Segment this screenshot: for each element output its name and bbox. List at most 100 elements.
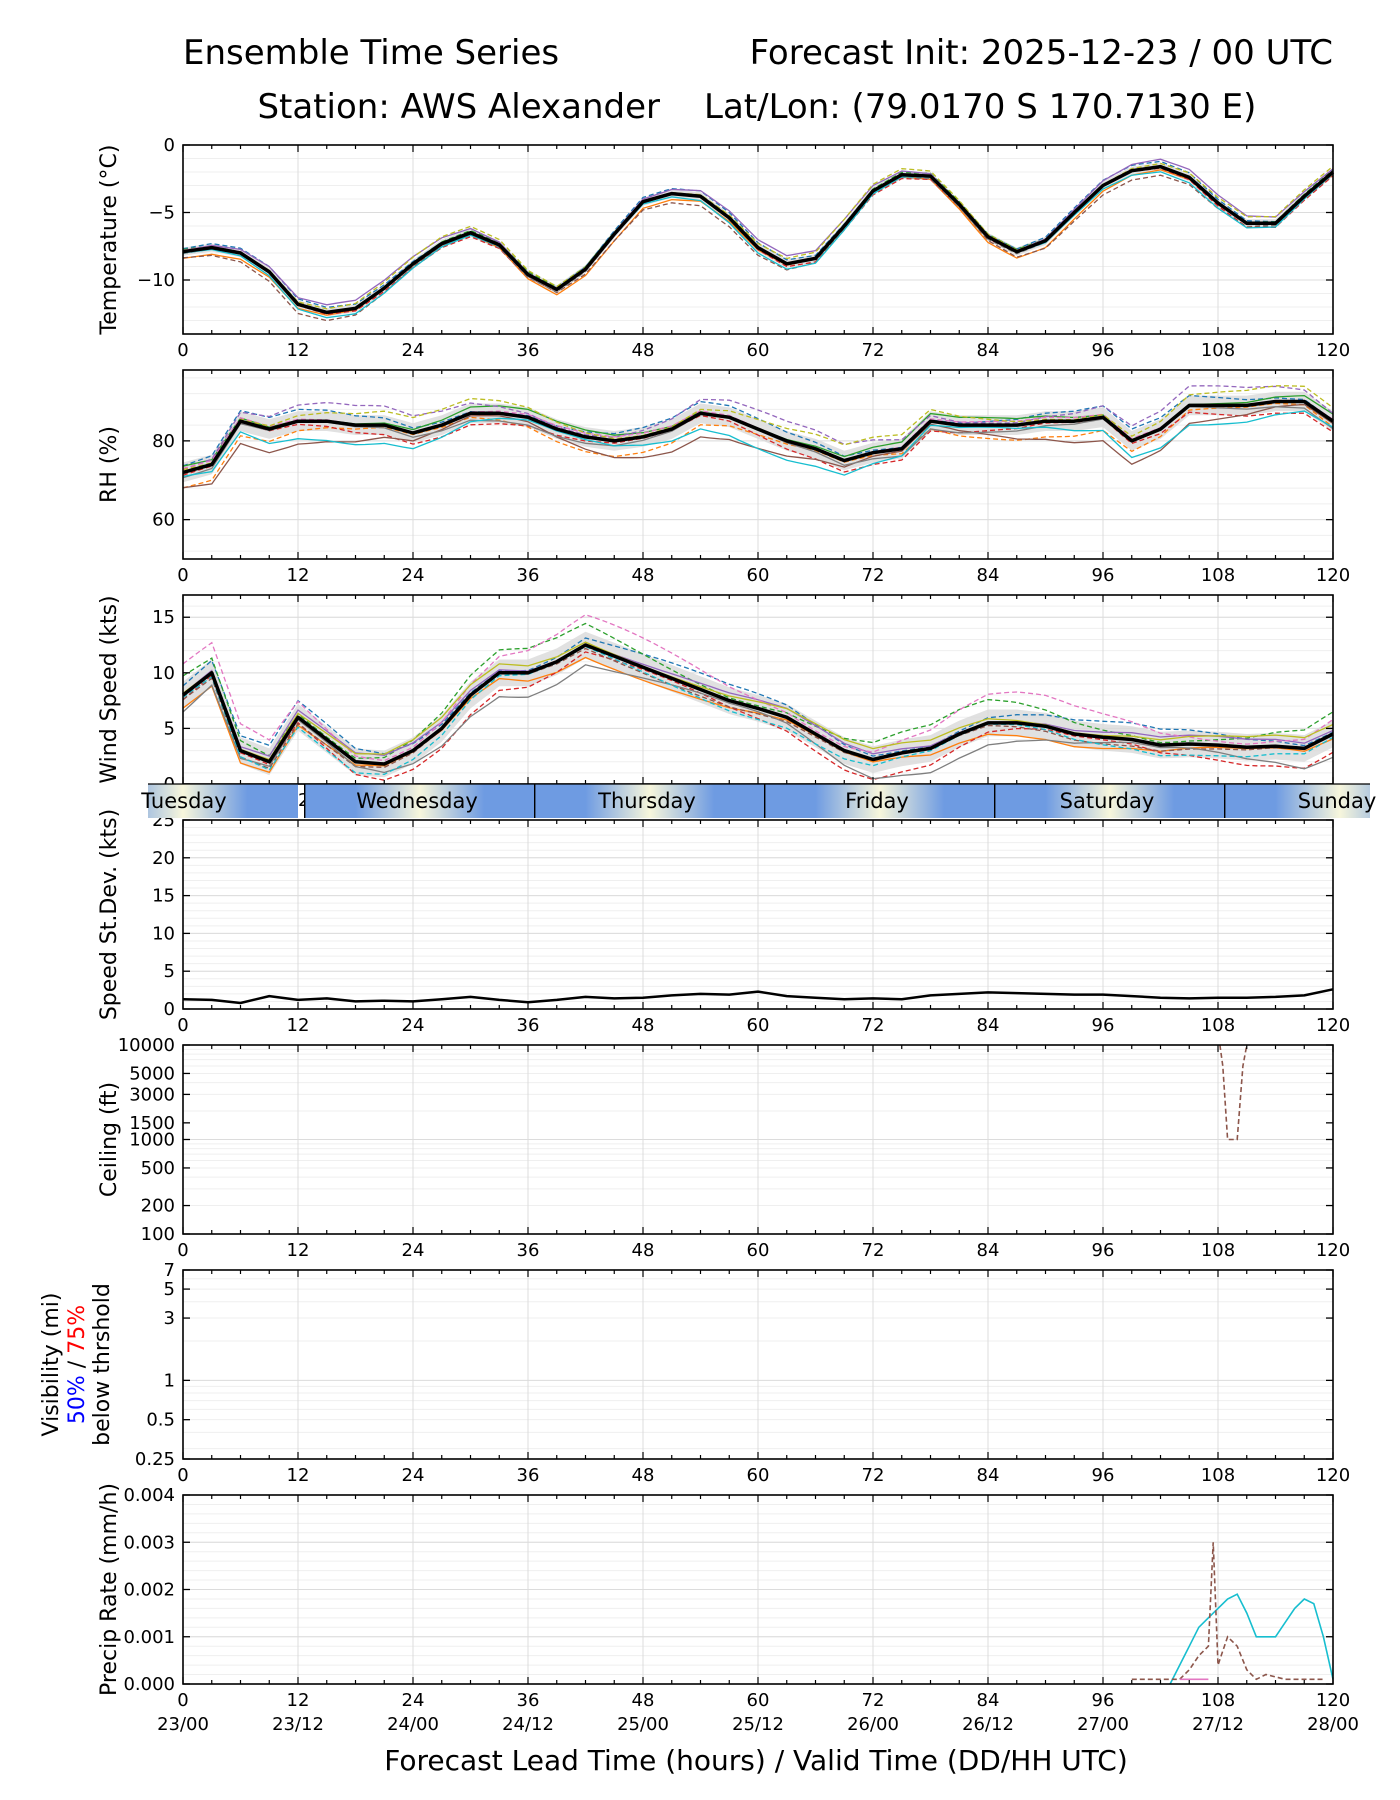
y-tick-label: 1000 (129, 1130, 175, 1151)
valid-time-label: 27/12 (1192, 1714, 1244, 1735)
x-tick-label: 48 (632, 340, 655, 361)
day-band (1224, 784, 1370, 818)
plots-layer: 0−5−100 12 24 36 48 60 72 84 96 108 120Temperature… (39, 135, 1377, 1735)
forecast-init-label: Forecast Init: 2025-12-23 / 00 UTC (750, 33, 1333, 73)
member-line (182, 385, 1334, 471)
x-tick-label: 120 (1316, 340, 1350, 361)
precip-panel: 0.000 0.001 0.002 0.003 0.004 0 23/00 12 23/12 24… (97, 1483, 1359, 1735)
valid-time-label: 24/12 (502, 1714, 554, 1735)
member-line (182, 385, 1334, 471)
y-axis-label: Temperature (°C) (97, 145, 122, 336)
y-tick-label: 15 (152, 607, 175, 628)
figure-title: Ensemble Time Series (183, 33, 559, 73)
station-label: Station: AWS Alexander (257, 87, 660, 127)
y-tick-label: −10 (137, 270, 175, 291)
x-tick-label: 120 (1316, 1690, 1350, 1711)
ensemble-mean-line (182, 399, 1334, 475)
day-label: Thursday (597, 789, 696, 813)
member-line (182, 664, 1334, 780)
x-tick-label: 84 (977, 1015, 1000, 1036)
y-tick-label: 10 (152, 923, 175, 944)
x-tick-label: 24 (402, 565, 425, 586)
x-tick-label: 0 (177, 1240, 188, 1261)
y-tick-label: 7 (164, 1260, 175, 1281)
member-line (1131, 1542, 1324, 1681)
y-tick-label: 5 (164, 718, 175, 739)
x-tick-label: 60 (747, 1690, 770, 1711)
x-tick-label: 84 (977, 1465, 1000, 1486)
y-tick-label: 0 (164, 135, 175, 156)
x-tick-label: 96 (1092, 1465, 1115, 1486)
member-line (182, 647, 1334, 770)
day-label: Saturday (1060, 789, 1155, 813)
member-line (182, 171, 1334, 319)
x-tick-label: 72 (862, 1690, 885, 1711)
member-line (182, 656, 1334, 774)
ensemble-mean-line (182, 164, 1335, 315)
y-tick-label: 0.5 (146, 1410, 175, 1431)
y-tick-label: 5 (164, 1279, 175, 1300)
x-tick-label: 24 (402, 1240, 425, 1261)
x-tick-label: 108 (1201, 1015, 1235, 1036)
y-tick-label: 0.25 (135, 1449, 175, 1470)
ensemble-mean-line (181, 643, 1334, 766)
y-axis-label: RH (%) (97, 426, 122, 503)
day-band (534, 784, 765, 818)
member-line (182, 637, 1334, 757)
y-tick-label: 500 (141, 1158, 175, 1179)
y-axis-label: 50% / 75% (65, 1305, 90, 1424)
y-tick-label: 0 (164, 999, 175, 1020)
x-tick-label: 120 (1316, 1015, 1350, 1036)
day-band (148, 784, 298, 818)
x-tick-label: 84 (977, 1690, 1000, 1711)
x-tick-label: 48 (632, 565, 655, 586)
x-tick-label: 72 (862, 340, 885, 361)
y-tick-label: 80 (152, 431, 175, 452)
member-line (182, 394, 1334, 467)
x-tick-label: 60 (747, 1240, 770, 1261)
x-tick-label: 96 (1092, 565, 1115, 586)
y-tick-label: 3000 (129, 1084, 175, 1105)
y-tick-label: 15 (152, 886, 175, 907)
x-tick-label: 0 (177, 565, 188, 586)
valid-time-label: 24/00 (387, 1714, 439, 1735)
x-tick-label: 72 (862, 565, 885, 586)
x-tick-label: 72 (862, 1465, 885, 1486)
temperature-panel: 0 −5 −10 0 12 24 36 48 60 72 84 96 108 120 Temperature… (97, 135, 1350, 361)
x-tick-label: 24 (402, 1015, 425, 1036)
vis-50-label: 50% (65, 1375, 90, 1424)
y-tick-label: 10000 (118, 1035, 175, 1056)
vis-75-label: 75% (65, 1305, 90, 1354)
day-label: Sunday (1298, 789, 1377, 813)
rh-panel: 80 60 0 12 24 36 48 60 72 84 96 108 120 RH (%) (97, 369, 1350, 586)
x-tick-label: 48 (632, 1240, 655, 1261)
x-tick-label: 0 (177, 1015, 188, 1036)
member-line (182, 162, 1334, 310)
x-tick-label: 120 (1316, 1465, 1350, 1486)
x-tick-label: 108 (1201, 1690, 1235, 1711)
member-line (182, 410, 1334, 478)
member-line (182, 622, 1334, 759)
speed-stdev-line (182, 988, 1334, 1005)
visibility-panel: 0.25 0.5 1 3 57 0 12 24 36 48 60 72 84 96 108 120 Visibi… (39, 1260, 1350, 1486)
x-tick-label: 0 (177, 1690, 188, 1711)
y-tick-label: 0.000 (123, 1674, 175, 1695)
x-tick-label: 12 (287, 1465, 310, 1486)
x-tick-label: 24 (402, 1465, 425, 1486)
x-tick-label: 60 (747, 340, 770, 361)
member-line (182, 641, 1334, 761)
x-tick-label: 12 (287, 565, 310, 586)
member-line (182, 645, 1334, 775)
y-axis-label: below thrshold (90, 1283, 115, 1446)
day-band (764, 784, 995, 818)
valid-time-label: 26/00 (847, 1714, 899, 1735)
y-tick-label: 5 (164, 961, 175, 982)
x-tick-label: 0 (177, 340, 188, 361)
y-tick-label: 1 (164, 1370, 175, 1391)
x-tick-label: 108 (1201, 565, 1235, 586)
vis-sep-label: / (65, 1354, 90, 1375)
y-tick-label: 200 (141, 1196, 175, 1217)
x-tick-label: 120 (1316, 1240, 1350, 1261)
